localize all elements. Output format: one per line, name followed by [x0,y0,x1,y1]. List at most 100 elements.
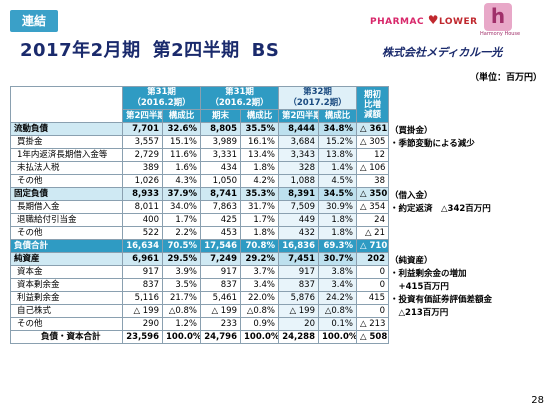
pharmac-logo: PHARMAC ♥LOWER [370,13,478,27]
value-p2: 917 [200,265,241,279]
title-quarter: 第2四半期 [152,40,240,61]
value-p1: 522 [122,226,163,240]
balance-sheet-table: 第31期 （2016.2期） 第31期 （2016.2期） 第32期 （2017.2期… [10,86,389,344]
ratio-p1: 1.2% [162,317,201,331]
ratio-p2: 1.8% [240,226,279,240]
table-row: 利益剰余金 5,116 21.7% 5,461 22.0% 5,876 24.2% 415 [10,291,389,305]
diff-value: △ 508 [356,330,389,344]
table-row: 資本剰余金 837 3.5% 837 3.4% 837 3.4% 0 [10,278,389,292]
row-label: 負債・資本合計 [10,330,123,344]
ratio-p1: 3.9% [162,265,201,279]
value-p1: 3,557 [122,135,163,149]
ratio-p3: 1.8% [318,213,357,227]
ratio-p2: 13.4% [240,148,279,162]
table-row: その他 290 1.2% 233 0.9% 20 0.1% △ 213 [10,317,389,331]
ratio-p2: 29.2% [240,252,279,266]
ratio-p2: 3.7% [240,265,279,279]
value-p1: 7,701 [122,122,163,136]
value-p3: 20 [278,317,319,331]
row-label: 資本金 [10,265,123,279]
table-row: 負債・資本合計 23,596 100.0% 24,796 100.0% 24,288 100… [10,330,389,344]
value-p2: 5,461 [200,291,241,305]
header-p1-col2: 構成比 [162,109,201,123]
value-p1: 23,596 [122,330,163,344]
ratio-p1: 3.5% [162,278,201,292]
diff-value: △ 106 [356,161,389,175]
value-p1: 16,634 [122,239,163,253]
row-label: 資本剰余金 [10,278,123,292]
value-p2: 8,741 [200,187,241,201]
value-p1: 917 [122,265,163,279]
diff-value: △ 213 [356,317,389,331]
ratio-p3: 100.0% [318,330,357,344]
value-p1: 5,116 [122,291,163,305]
header-period-3: 第32期 （2017.2期） [278,86,357,110]
header-p2-col2: 構成比 [240,109,279,123]
value-p3: 3,343 [278,148,319,162]
diff-value: △ 710 [356,239,389,253]
value-p3: 432 [278,226,319,240]
value-p3: △ 199 [278,304,319,318]
ratio-p1: 29.5% [162,252,201,266]
header-period-2: 第31期 （2016.2期） [200,86,279,110]
diff-value: 0 [356,278,389,292]
value-p2: 233 [200,317,241,331]
ratio-p1: △0.8% [162,304,201,318]
value-p2: 1,050 [200,174,241,188]
ratio-p1: 21.7% [162,291,201,305]
table-row: 未払法人税 389 1.6% 434 1.8% 328 1.4% △ 106 [10,161,389,175]
diff-value: 415 [356,291,389,305]
value-p1: 6,961 [122,252,163,266]
value-p3: 1,088 [278,174,319,188]
row-label: 退職給付引当金 [10,213,123,227]
table-row: 純資産 6,961 29.5% 7,249 29.2% 7,451 30.7% 202 [10,252,389,266]
ratio-p2: 4.2% [240,174,279,188]
value-p2: 434 [200,161,241,175]
value-p1: 2,729 [122,148,163,162]
value-p1: 389 [122,161,163,175]
value-p3: 5,876 [278,291,319,305]
value-p3: 7,509 [278,200,319,214]
ratio-p1: 4.3% [162,174,201,188]
header-p1-col1: 第2四半期 [122,109,163,123]
ratio-p2: 16.1% [240,135,279,149]
value-p2: 8,805 [200,122,241,136]
title-bs: BS [251,40,280,61]
value-p2: 17,546 [200,239,241,253]
table-row: 流動負債 7,701 32.6% 8,805 35.5% 8,444 34.8% △ 361 [10,122,389,136]
note-text: （借入金） [390,190,433,201]
harmony-house-logo: h [484,3,512,31]
value-p3: 328 [278,161,319,175]
ratio-p2: 100.0% [240,330,279,344]
header-period-1: 第31期 （2016.2期） [122,86,201,110]
ratio-p1: 11.6% [162,148,201,162]
unit-label: （単位：百万円） [469,73,542,83]
value-p3: 449 [278,213,319,227]
ratio-p1: 2.2% [162,226,201,240]
value-p3: 8,391 [278,187,319,201]
note-text: ・約定返済 △342百万円 [390,203,491,214]
ratio-p1: 15.1% [162,135,201,149]
value-p3: 8,444 [278,122,319,136]
ratio-p1: 70.5% [162,239,201,253]
value-p3: 7,451 [278,252,319,266]
ratio-p2: 1.7% [240,213,279,227]
table-row: 長期借入金 8,011 34.0% 7,863 31.7% 7,509 30.9% △ 354 [10,200,389,214]
ratio-p3: 30.7% [318,252,357,266]
diff-value: 12 [356,148,389,162]
note-text: ・投資有価証券評価差額金 [390,294,493,305]
table-row: 資本金 917 3.9% 917 3.7% 917 3.8% 0 [10,265,389,279]
ratio-p2: 35.5% [240,122,279,136]
value-p2: 7,863 [200,200,241,214]
header-diff: 期初比増減額 [356,86,389,123]
header-p3-col1: 第2四半期 [278,109,319,123]
table-row: 自己株式 △ 199 △0.8% △ 199 △0.8% △ 199 △0.8% 0 [10,304,389,318]
ratio-p3: △0.8% [318,304,357,318]
value-p1: 290 [122,317,163,331]
row-label: 自己株式 [10,304,123,318]
ratio-p3: 24.2% [318,291,357,305]
ratio-p2: △0.8% [240,304,279,318]
ratio-p3: 1.4% [318,161,357,175]
diff-value: △ 354 [356,200,389,214]
diff-value: △ 305 [356,135,389,149]
